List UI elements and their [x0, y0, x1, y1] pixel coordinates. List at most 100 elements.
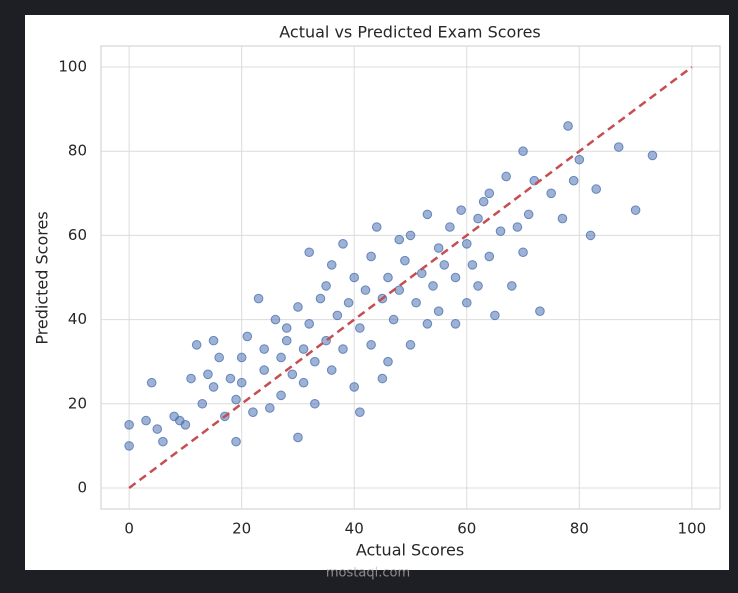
point: [231, 394, 241, 405]
point: [158, 436, 168, 447]
point: [461, 297, 472, 308]
point: [304, 247, 315, 258]
point: [208, 335, 219, 346]
x-tick-label: 60: [457, 520, 476, 538]
point: [473, 281, 483, 291]
point: [568, 175, 579, 186]
point: [377, 373, 388, 384]
point: [338, 344, 348, 354]
point: [518, 146, 528, 157]
point: [146, 377, 157, 388]
point: [388, 314, 399, 325]
point: [433, 306, 444, 316]
point: [478, 196, 489, 207]
point: [231, 436, 241, 447]
chart-title: Actual vs Predicted Exam Scores: [279, 23, 541, 42]
point: [276, 352, 286, 363]
point: [512, 222, 523, 232]
point: [186, 373, 196, 384]
point: [371, 222, 382, 232]
reference-line: [128, 66, 693, 489]
point: [445, 222, 455, 232]
point: [405, 230, 416, 241]
point: [259, 365, 269, 375]
point: [236, 377, 247, 388]
point: [495, 226, 506, 236]
point: [456, 205, 466, 215]
point: [208, 382, 219, 392]
point: [613, 142, 624, 152]
point: [326, 365, 337, 375]
point: [484, 188, 495, 199]
point: [253, 293, 264, 304]
y-axis-label: Predicted Scores: [33, 211, 52, 344]
point: [293, 302, 303, 312]
point: [535, 306, 545, 316]
point: [281, 323, 292, 333]
point: [349, 272, 360, 283]
point: [180, 420, 191, 430]
point: [400, 255, 410, 266]
point: [355, 407, 365, 417]
point: [433, 243, 444, 253]
point: [141, 415, 151, 426]
point: [360, 285, 371, 295]
point: [591, 184, 602, 194]
point: [518, 247, 528, 258]
point: [332, 310, 343, 321]
point: [338, 239, 348, 249]
point: [270, 314, 281, 325]
point: [326, 260, 337, 270]
point: [366, 251, 376, 262]
watermark: mostaql.com: [326, 566, 410, 581]
x-tick-label: 100: [678, 520, 707, 538]
point: [506, 281, 517, 291]
point: [523, 209, 534, 220]
point: [152, 424, 163, 434]
x-tick-label: 40: [345, 520, 364, 538]
point: [647, 150, 658, 161]
y-tick-label: 20: [68, 394, 87, 412]
x-axis-label: Actual Scores: [356, 541, 464, 560]
point: [411, 297, 421, 308]
point: [281, 335, 292, 346]
point: [321, 281, 331, 291]
point: [304, 319, 315, 329]
point: [383, 272, 393, 283]
y-tick-label: 100: [58, 58, 87, 76]
point: [450, 272, 461, 283]
point: [265, 403, 275, 413]
point: [450, 319, 461, 329]
point: [287, 369, 298, 380]
y-tick-label: 40: [68, 310, 87, 328]
point: [422, 209, 433, 220]
point: [484, 251, 495, 262]
x-tick-label: 0: [124, 520, 134, 538]
x-tick-label: 80: [570, 520, 589, 538]
point: [293, 432, 303, 443]
y-tick-label: 80: [68, 142, 87, 160]
point: [242, 331, 253, 342]
point: [461, 239, 472, 249]
point: [191, 340, 202, 350]
point: [383, 356, 393, 367]
point: [124, 420, 134, 430]
point: [394, 234, 405, 245]
point: [259, 344, 269, 354]
point: [315, 293, 326, 304]
point: [248, 407, 258, 417]
y-tick-label: 60: [68, 226, 87, 244]
point: [276, 390, 286, 401]
point: [310, 398, 320, 409]
point: [574, 154, 585, 165]
point: [203, 369, 213, 380]
point: [428, 281, 438, 291]
point: [343, 297, 354, 308]
point: [405, 340, 416, 350]
point: [394, 285, 405, 295]
point: [298, 344, 309, 354]
point: [467, 260, 478, 270]
point: [349, 382, 360, 392]
